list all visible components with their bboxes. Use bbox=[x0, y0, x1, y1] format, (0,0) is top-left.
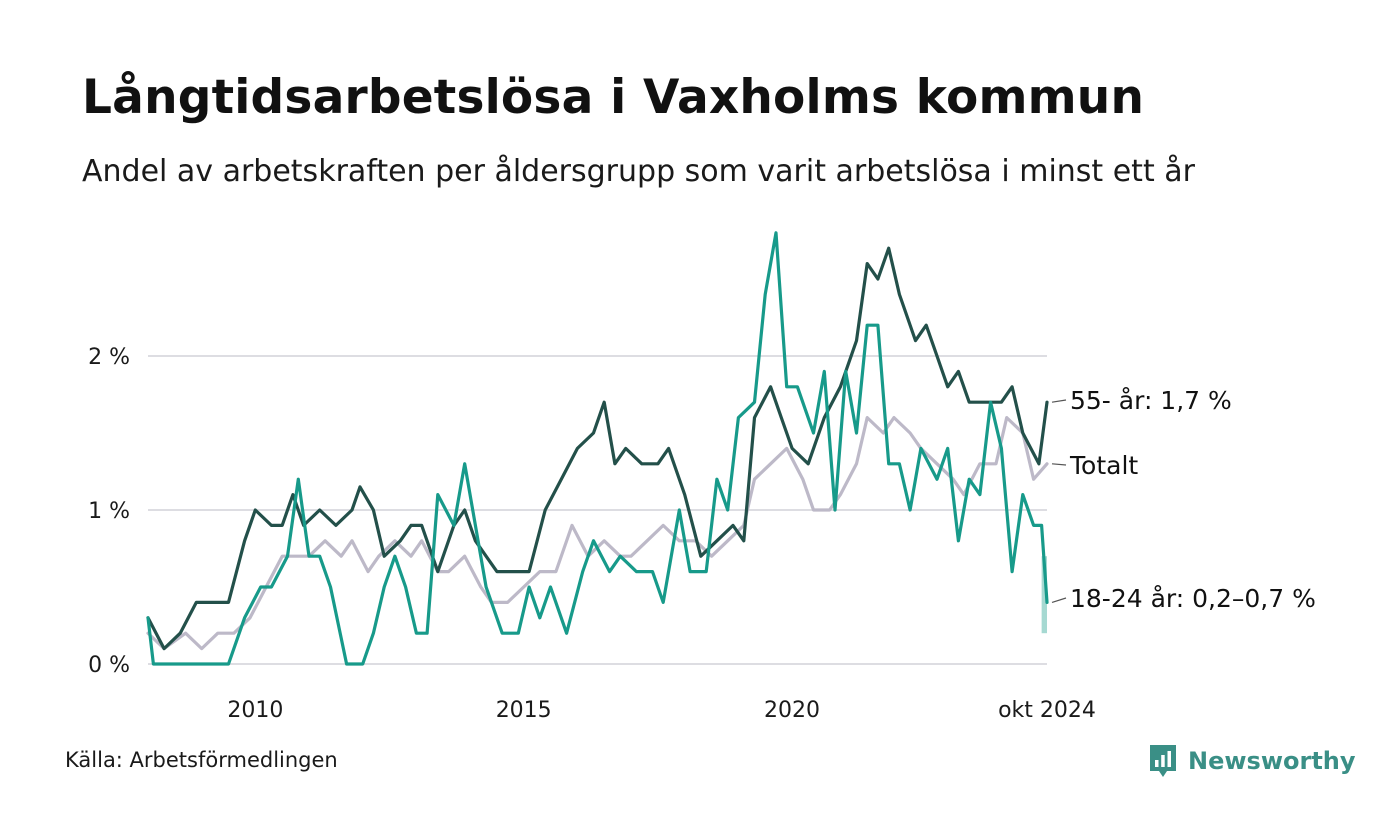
axis-ticks: 0 % 1 % 2 % 2010 2015 2020 okt 2024 bbox=[88, 345, 1096, 723]
y-tick-label: 0 % bbox=[88, 653, 130, 678]
uncertainty-band-layer bbox=[1041, 556, 1047, 634]
x-tick-label: okt 2024 bbox=[998, 698, 1096, 723]
series-labels: Totalt 55- år: 1,7 % 18-24 år: 0,2–0,7 % bbox=[1051, 386, 1316, 613]
label-leader-s55 bbox=[1051, 399, 1067, 403]
label-leader-s1824 bbox=[1051, 597, 1067, 603]
y-tick-label: 1 % bbox=[88, 499, 130, 524]
chart-title: Långtidsarbetslösa i Vaxholms kommun bbox=[82, 70, 1145, 125]
series-label-s1824: 18-24 år: 0,2–0,7 % bbox=[1070, 584, 1316, 613]
series-label-s55: 55- år: 1,7 % bbox=[1070, 386, 1232, 415]
x-tick-label: 2015 bbox=[496, 698, 552, 723]
chart-subtitle: Andel av arbetskraften per åldersgrupp s… bbox=[82, 154, 1195, 189]
series-line-s1824 bbox=[146, 231, 1049, 666]
x-tick-label: 2010 bbox=[227, 698, 283, 723]
newsworthy-logo-icon bbox=[1150, 745, 1176, 777]
series-line-s55 bbox=[146, 246, 1049, 651]
brand-name: Newsworthy bbox=[1188, 747, 1356, 775]
series-line-total bbox=[146, 416, 1049, 651]
label-leader-total bbox=[1051, 463, 1067, 466]
x-tick-label: 2020 bbox=[764, 698, 820, 723]
uncertainty-band-s1824 bbox=[1041, 556, 1047, 634]
grid-lines bbox=[148, 355, 1047, 665]
y-tick-label: 2 % bbox=[88, 345, 130, 370]
series-lines bbox=[146, 231, 1049, 666]
brand-logo[interactable]: Newsworthy bbox=[1148, 743, 1356, 779]
source-note: Källa: Arbetsförmedlingen bbox=[65, 748, 338, 772]
series-label-total: Totalt bbox=[1069, 451, 1138, 480]
